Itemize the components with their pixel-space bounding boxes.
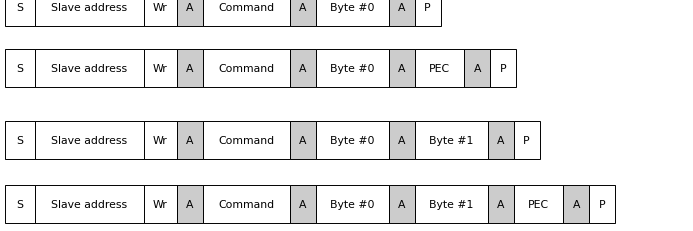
Bar <box>415 122 488 159</box>
Text: Slave address: Slave address <box>51 64 127 74</box>
Bar <box>563 185 589 223</box>
Text: Slave address: Slave address <box>51 135 127 145</box>
Bar <box>35 0 143 27</box>
Text: Command: Command <box>218 199 274 209</box>
Text: Wr: Wr <box>153 135 168 145</box>
Text: S: S <box>17 64 24 74</box>
Bar <box>143 122 177 159</box>
Bar <box>177 50 203 88</box>
Bar <box>488 185 514 223</box>
Bar <box>177 0 203 27</box>
Bar <box>143 50 177 88</box>
Text: Slave address: Slave address <box>51 199 127 209</box>
Bar <box>316 0 389 27</box>
Text: A: A <box>186 64 194 74</box>
Bar <box>35 122 143 159</box>
Bar <box>514 185 563 223</box>
Bar <box>290 185 316 223</box>
Bar <box>177 185 203 223</box>
Text: A: A <box>398 199 405 209</box>
Text: A: A <box>572 199 580 209</box>
Text: P: P <box>500 64 506 74</box>
Text: Byte #0: Byte #0 <box>330 199 375 209</box>
Bar <box>35 50 143 88</box>
Text: A: A <box>299 199 307 209</box>
Bar <box>464 50 490 88</box>
Bar <box>35 185 143 223</box>
Bar <box>143 0 177 27</box>
Bar <box>5 185 35 223</box>
Text: PEC: PEC <box>429 64 450 74</box>
Text: A: A <box>497 135 505 145</box>
Text: A: A <box>398 3 405 13</box>
Text: P: P <box>424 3 431 13</box>
Bar <box>389 0 415 27</box>
Bar <box>290 50 316 88</box>
Bar <box>177 122 203 159</box>
Text: A: A <box>299 64 307 74</box>
Bar <box>203 185 290 223</box>
Text: Wr: Wr <box>153 199 168 209</box>
Bar <box>316 122 389 159</box>
Bar <box>316 185 389 223</box>
Bar <box>415 0 441 27</box>
Bar <box>203 0 290 27</box>
Text: A: A <box>186 199 194 209</box>
Bar <box>203 50 290 88</box>
Text: Byte #0: Byte #0 <box>330 135 375 145</box>
Bar <box>316 50 389 88</box>
Text: S: S <box>17 3 24 13</box>
Text: A: A <box>473 64 481 74</box>
Bar <box>5 122 35 159</box>
Text: A: A <box>186 135 194 145</box>
Text: Command: Command <box>218 64 274 74</box>
Text: PEC: PEC <box>528 199 549 209</box>
Text: Command: Command <box>218 135 274 145</box>
Bar <box>389 122 415 159</box>
Text: A: A <box>186 3 194 13</box>
Text: A: A <box>299 135 307 145</box>
Text: P: P <box>523 135 530 145</box>
Text: Byte #1: Byte #1 <box>429 135 473 145</box>
Text: P: P <box>599 199 605 209</box>
Text: A: A <box>299 3 307 13</box>
Bar <box>490 50 516 88</box>
Bar <box>389 185 415 223</box>
Bar <box>514 122 540 159</box>
Text: Command: Command <box>218 3 274 13</box>
Bar <box>5 0 35 27</box>
Text: Byte #0: Byte #0 <box>330 64 375 74</box>
Bar <box>203 122 290 159</box>
Bar <box>488 122 514 159</box>
Text: A: A <box>398 135 405 145</box>
Text: S: S <box>17 199 24 209</box>
Bar <box>143 185 177 223</box>
Bar <box>290 0 316 27</box>
Bar <box>290 122 316 159</box>
Text: Wr: Wr <box>153 3 168 13</box>
Bar <box>415 185 488 223</box>
Text: Slave address: Slave address <box>51 3 127 13</box>
Text: A: A <box>497 199 505 209</box>
Text: Wr: Wr <box>153 64 168 74</box>
Bar <box>5 50 35 88</box>
Text: A: A <box>398 64 405 74</box>
Bar <box>389 50 415 88</box>
Text: Byte #1: Byte #1 <box>429 199 473 209</box>
Text: Byte #0: Byte #0 <box>330 3 375 13</box>
Bar <box>589 185 615 223</box>
Bar <box>415 50 464 88</box>
Text: S: S <box>17 135 24 145</box>
